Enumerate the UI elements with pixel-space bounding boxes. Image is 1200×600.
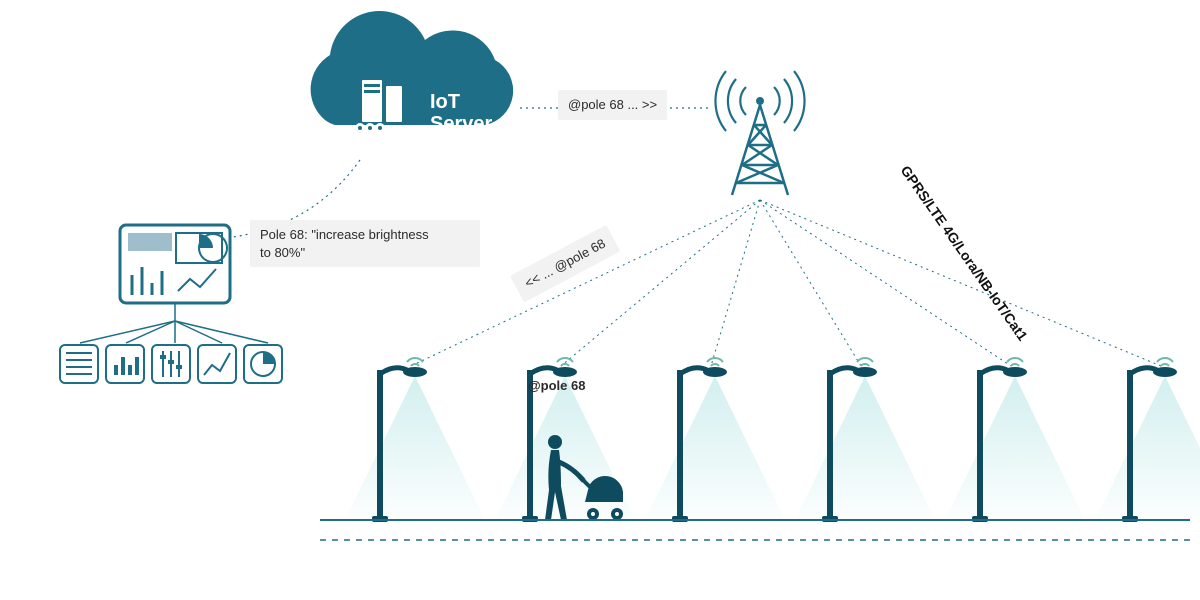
label-command: Pole 68: "increase brightness to 80%" [250, 220, 480, 267]
cloud-title-2: Server [430, 113, 492, 135]
mini-icon [60, 345, 98, 383]
label-server-to-tower: @pole 68 ... >> [558, 90, 667, 120]
label-pole-id: @pole 68 [528, 378, 585, 393]
cloud-title-1: IoT [430, 91, 460, 113]
mini-icon [198, 345, 236, 383]
cloud-iot-server: IoT Server [311, 11, 514, 135]
mini-icon [106, 345, 144, 383]
mini-icon [244, 345, 282, 383]
cell-tower-icon [715, 71, 804, 195]
light-beams [345, 376, 1200, 520]
mini-icon [152, 345, 190, 383]
protocols-label: GPRS/LTE 4G/Lora/NB-IoT/Cat1 [898, 163, 1032, 344]
dashboard-icon [80, 225, 268, 343]
dashboard-mini-icons [60, 345, 282, 383]
